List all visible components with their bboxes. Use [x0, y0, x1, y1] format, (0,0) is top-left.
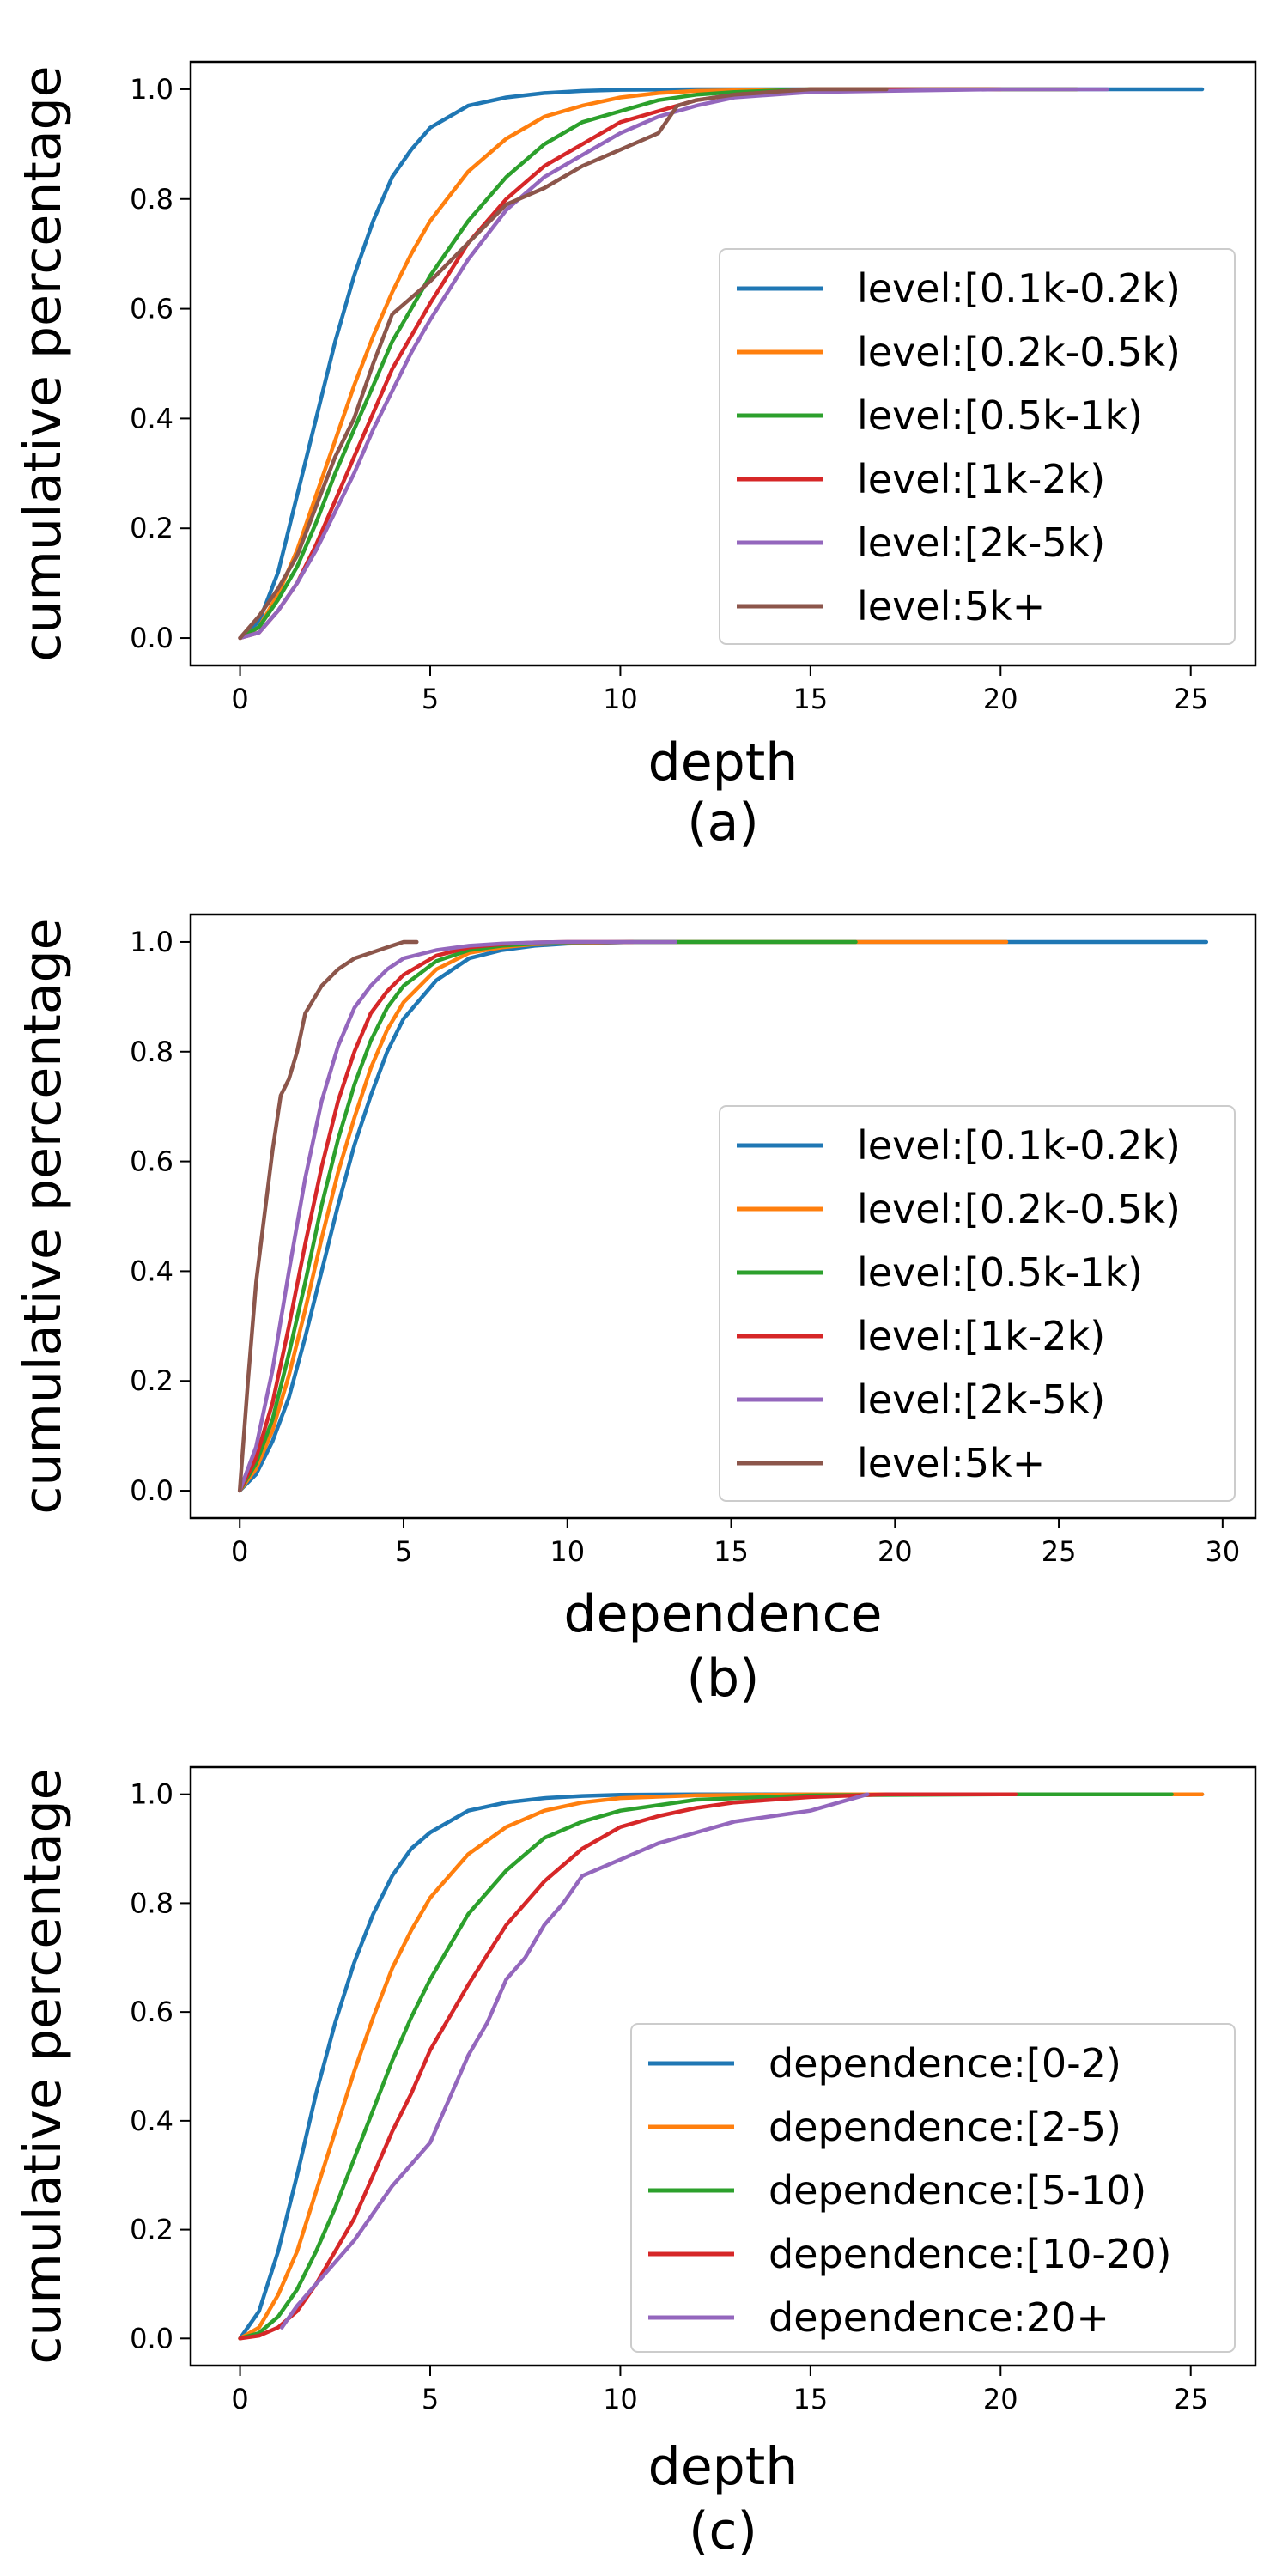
panel-2-x-tick-label-4: 20: [983, 2383, 1018, 2415]
panel-1-legend-label-5: level:5k+: [857, 1440, 1045, 1486]
panel-0-series-line-4: [238, 87, 1109, 641]
panel-1-x-tick-label-6: 30: [1205, 1535, 1240, 1568]
panel-2-y-tick-label-2: 0.4: [130, 2105, 173, 2137]
panel-1-legend-label-4: level:[2k-5k): [857, 1376, 1105, 1423]
panel-1-legend-box: [719, 1105, 1236, 1502]
panel-2-x-axis-label: depth: [648, 2437, 799, 2497]
panel-2-legend-label-0: dependence:[0-2): [769, 2040, 1121, 2087]
panel-1-series-line-4: [237, 939, 677, 1493]
panel-0-y-tick-label-0: 0.0: [130, 622, 173, 654]
panel-2-caption: (c): [689, 2501, 757, 2561]
panel-2-y-tick-label-4: 0.8: [130, 1886, 173, 1919]
panel-0-x-tick-label-3: 15: [793, 683, 828, 715]
panel-0-series-line-1: [238, 87, 1079, 641]
panel-1-series-line-5: [237, 939, 419, 1493]
panel-0-caption: (a): [687, 793, 759, 853]
panel-2-series-line-4: [280, 1792, 870, 2330]
panel-2-x-tick-label-1: 5: [422, 2383, 439, 2415]
panel-0-legend-label-5: level:5k+: [857, 583, 1045, 629]
panel-2-legend-box: [630, 2023, 1236, 2353]
panel-1-y-tick-label-4: 0.8: [130, 1036, 173, 1068]
panel-0-y-tick-label-2: 0.4: [130, 402, 173, 434]
panel-1-y-tick-label-3: 0.6: [130, 1145, 173, 1178]
panel-0-y-axis-label: cumulative percentage: [13, 65, 73, 661]
panel-2-axes-frame: [189, 1765, 1257, 2367]
panel-2-series-line-2: [238, 1792, 1174, 2341]
panel-2-legend-label-3: dependence:[10-20): [769, 2231, 1171, 2277]
panel-1-x-tick-label-1: 5: [395, 1535, 412, 1568]
panel-2-y-axis-label: cumulative percentage: [13, 1768, 73, 2364]
panel-2-legend-label-4: dependence:20+: [769, 2294, 1109, 2341]
panel-1-y-tick-label-1: 0.2: [130, 1364, 173, 1397]
panel-1-y-tick-label-2: 0.4: [130, 1255, 173, 1287]
panel-2-legend-label-2: dependence:[5-10): [769, 2167, 1146, 2214]
panel-2-series-line-1: [238, 1792, 1205, 2341]
panel-2-x-tick-label-5: 25: [1173, 2383, 1208, 2415]
panel-2-x-tick-label-3: 15: [793, 2383, 828, 2415]
panel-1-legend-label-3: level:[1k-2k): [857, 1313, 1105, 1359]
panel-1-x-tick-label-5: 25: [1042, 1535, 1077, 1568]
panel-0-legend-box: [719, 248, 1236, 645]
panel-1-legend-label-1: level:[0.2k-0.5k): [857, 1186, 1181, 1232]
panel-2-y-tick-label-1: 0.2: [130, 2214, 173, 2246]
panel-0-y-tick-label-1: 0.2: [130, 512, 173, 544]
panel-2-y-tick-label-3: 0.6: [130, 1996, 173, 2028]
panel-1-x-axis-label: dependence: [564, 1584, 883, 1644]
panel-1-legend-label-2: level:[0.5k-1k): [857, 1249, 1143, 1296]
panel-0-legend-label-2: level:[0.5k-1k): [857, 392, 1143, 439]
panel-0-y-tick-label-4: 0.8: [130, 183, 173, 216]
panel-1-x-tick-label-3: 15: [714, 1535, 749, 1568]
panel-0-legend-label-0: level:[0.1k-0.2k): [857, 265, 1181, 312]
panel-1-y-tick-label-0: 0.0: [130, 1474, 173, 1507]
panel-0-legend-label-4: level:[2k-5k): [857, 519, 1105, 566]
panel-0-series-line-0: [238, 87, 1205, 641]
panel-0-x-tick-label-4: 20: [983, 683, 1018, 715]
panel-1-axes-frame: [189, 913, 1257, 1520]
panel-2-y-tick-label-5: 1.0: [130, 1778, 173, 1811]
panel-0-x-axis-label: depth: [648, 732, 799, 793]
panel-0-y-tick-label-5: 1.0: [130, 73, 173, 106]
panel-0-y-tick-label-3: 0.6: [130, 293, 173, 325]
panel-1-legend-label-0: level:[0.1k-0.2k): [857, 1122, 1181, 1169]
panel-2-y-tick-label-0: 0.0: [130, 2322, 173, 2354]
panel-1-x-tick-label-0: 0: [231, 1535, 248, 1568]
panel-0-series-line-2: [238, 87, 1079, 641]
panel-1-x-tick-label-2: 10: [550, 1535, 585, 1568]
panel-0-legend-label-1: level:[0.2k-0.5k): [857, 329, 1181, 375]
panel-2-x-tick-label-2: 10: [603, 2383, 638, 2415]
panel-0-x-tick-label-5: 25: [1173, 683, 1208, 715]
panel-0-x-tick-label-2: 10: [603, 683, 638, 715]
panel-1-y-axis-label: cumulative percentage: [13, 918, 73, 1514]
panel-0-series-line-5: [238, 87, 889, 641]
panel-1-y-tick-label-5: 1.0: [130, 926, 173, 958]
panel-1-caption: (b): [687, 1649, 760, 1709]
panel-0-legend-label-3: level:[1k-2k): [857, 456, 1105, 502]
panel-0-x-tick-label-1: 5: [422, 683, 439, 715]
panel-2-x-tick-label-0: 0: [231, 2383, 248, 2415]
panel-2-legend-label-1: dependence:[2-5): [769, 2104, 1121, 2150]
panel-0-axes-frame: [189, 60, 1257, 667]
panel-1-x-tick-label-4: 20: [878, 1535, 913, 1568]
panel-0-x-tick-label-0: 0: [231, 683, 248, 715]
